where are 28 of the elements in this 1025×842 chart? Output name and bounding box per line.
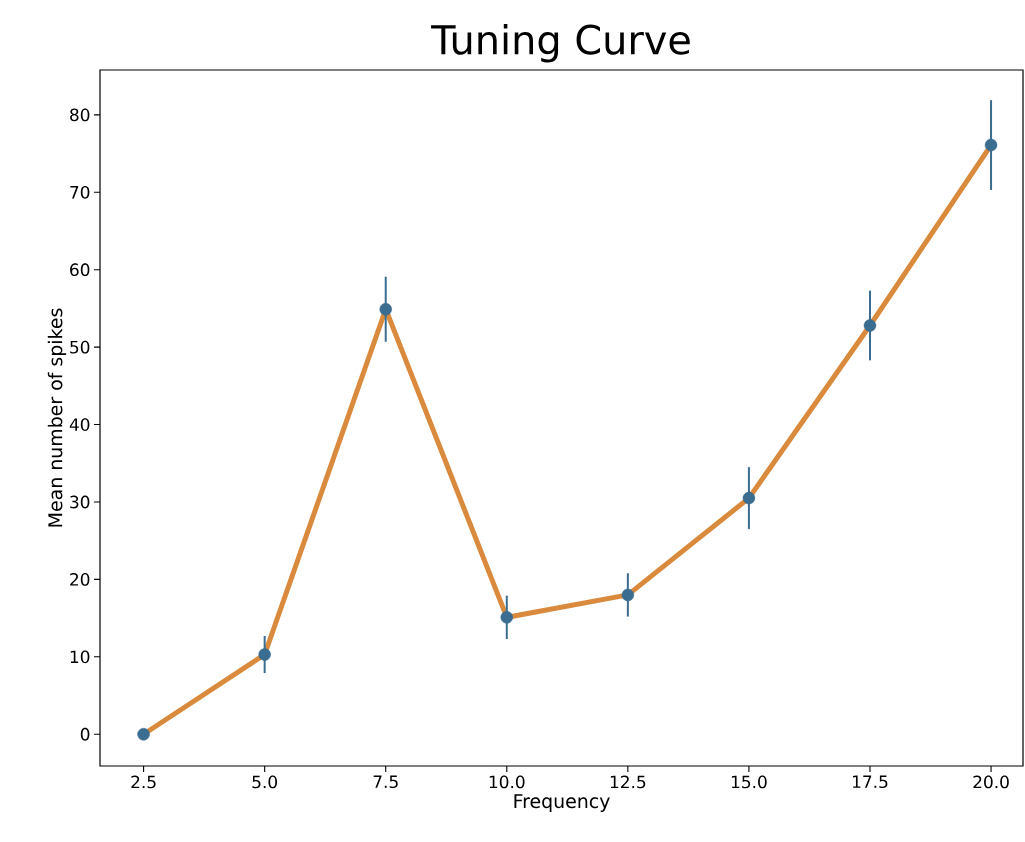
- y-tick-label: 60: [70, 263, 90, 277]
- y-tick-label: 70: [70, 185, 90, 199]
- y-tick-label: 50: [70, 340, 90, 354]
- point: [621, 588, 635, 602]
- y-axis-title: Mean number of spikes: [47, 308, 67, 527]
- chart-title: Tuning Curve: [431, 23, 690, 63]
- point: [258, 648, 271, 661]
- x-tick-label: 15.0: [731, 775, 767, 789]
- x-tick-label: 20.0: [973, 775, 1009, 789]
- x-axis-title: Frequency: [514, 794, 610, 812]
- point: [500, 611, 513, 624]
- point: [379, 303, 392, 316]
- x-tick-label: 2.5: [131, 775, 156, 789]
- y-tick-label: 30: [70, 495, 90, 509]
- y-tick-label: 80: [70, 108, 90, 122]
- point: [742, 491, 756, 505]
- y-tick-label: 20: [70, 572, 90, 586]
- y-tick-label: 40: [69, 418, 90, 431]
- y-tick-label: 0: [80, 727, 90, 741]
- x-tick-label: 12.5: [610, 775, 646, 789]
- x-tick-label: 7.5: [373, 775, 398, 789]
- point: [984, 138, 998, 152]
- x-tick-label: 5.0: [252, 775, 277, 789]
- point: [137, 728, 150, 741]
- point: [863, 319, 877, 332]
- x-tick-label: 10.0: [489, 775, 525, 789]
- y-tick-label: 10: [70, 650, 90, 664]
- x-tick-label: 17.5: [852, 775, 888, 789]
